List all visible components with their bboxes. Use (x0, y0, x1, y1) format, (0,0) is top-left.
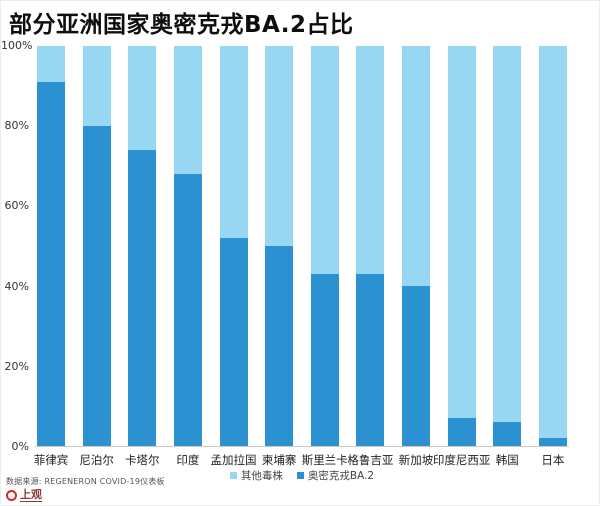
bar-卡塔尔 (128, 46, 157, 446)
bar-印度 (173, 46, 202, 446)
segment-ba2 (82, 126, 111, 446)
segment-other-strains (173, 46, 202, 174)
logo-text: 上观 (20, 488, 42, 502)
bar-韩国 (493, 46, 522, 446)
segment-other-strains (447, 46, 476, 418)
segment-ba2 (173, 174, 202, 446)
x-tick-label: 新加坡 (398, 453, 434, 467)
plot-area (35, 46, 569, 447)
bar-尼泊尔 (82, 46, 111, 446)
segment-other-strains (37, 46, 65, 82)
segment-other-strains (82, 46, 111, 126)
segment-other-strains (402, 46, 430, 286)
segment-ba2 (538, 438, 567, 446)
x-tick-label: 印度尼西亚 (432, 453, 491, 467)
bar-印度尼西亚 (447, 46, 476, 446)
segment-other-strains (356, 46, 385, 274)
x-tick-label: 韩国 (495, 453, 519, 467)
y-axis: 100% 80% 60% 40% 20% 0% (1, 1, 33, 505)
segment-other-strains (265, 46, 294, 246)
bar-菲律宾 (37, 46, 65, 446)
segment-other-strains (538, 46, 567, 438)
data-source-note: 数据来源: REGENERON COVID-19仪表板 (6, 477, 165, 486)
segment-ba2 (265, 246, 294, 446)
segment-ba2 (493, 422, 522, 446)
bar-日本 (538, 46, 567, 446)
bar-新加坡 (402, 46, 430, 446)
segment-ba2 (219, 238, 248, 446)
segment-ba2 (310, 274, 339, 446)
segment-ba2 (128, 150, 157, 446)
legend: 其他毒株 奥密克戎BA.2 (35, 468, 569, 483)
y-tick-label: 20% (4, 359, 29, 373)
bar-格鲁吉亚 (356, 46, 385, 446)
x-tick-label: 柬埔寨 (261, 453, 297, 467)
segment-other-strains (128, 46, 157, 150)
x-tick-label: 印度 (176, 453, 200, 467)
y-tick-label: 0% (11, 440, 29, 453)
y-tick-label: 40% (4, 279, 29, 293)
segment-ba2 (356, 274, 385, 446)
x-tick-label: 孟加拉国 (210, 453, 257, 467)
y-tick-label: 80% (4, 119, 29, 133)
y-tick-label: 100% (1, 39, 33, 52)
segment-ba2 (37, 82, 65, 446)
legend-swatch-icon (296, 472, 304, 479)
bar-斯里兰卡 (310, 46, 339, 446)
segment-other-strains (219, 46, 248, 238)
legend-item: 其他毒株 (229, 468, 283, 483)
bar-柬埔寨 (265, 46, 294, 446)
x-axis-labels: 菲律宾 尼泊尔 卡塔尔 印度 孟加拉国 柬埔寨 斯里兰卡 格鲁吉亚 新加坡 印度尼西亚 韩国 日本 (33, 452, 569, 468)
bar-孟加拉国 (219, 46, 248, 446)
shobserver-logo: 上观 (6, 489, 42, 502)
segment-other-strains (493, 46, 522, 422)
legend-label: 奥密克戎BA.2 (307, 470, 375, 482)
segment-ba2 (402, 286, 430, 446)
chart-title: 部分亚洲国家奥密克戎BA.2占比 (9, 12, 354, 38)
legend-item: 奥密克戎BA.2 (296, 468, 375, 483)
logo-ring-icon (6, 490, 17, 501)
x-tick-label: 格鲁吉亚 (347, 453, 394, 467)
segment-ba2 (447, 418, 476, 446)
x-tick-label: 尼泊尔 (79, 453, 114, 467)
x-tick-label: 卡塔尔 (125, 453, 160, 467)
y-tick-label: 60% (4, 199, 29, 213)
segment-other-strains (310, 46, 339, 274)
legend-swatch-icon (229, 472, 237, 479)
x-tick-label: 日本 (541, 453, 565, 467)
legend-label: 其他毒株 (240, 470, 283, 482)
x-tick-label: 斯里兰卡 (301, 453, 348, 467)
x-tick-label: 菲律宾 (33, 453, 69, 467)
